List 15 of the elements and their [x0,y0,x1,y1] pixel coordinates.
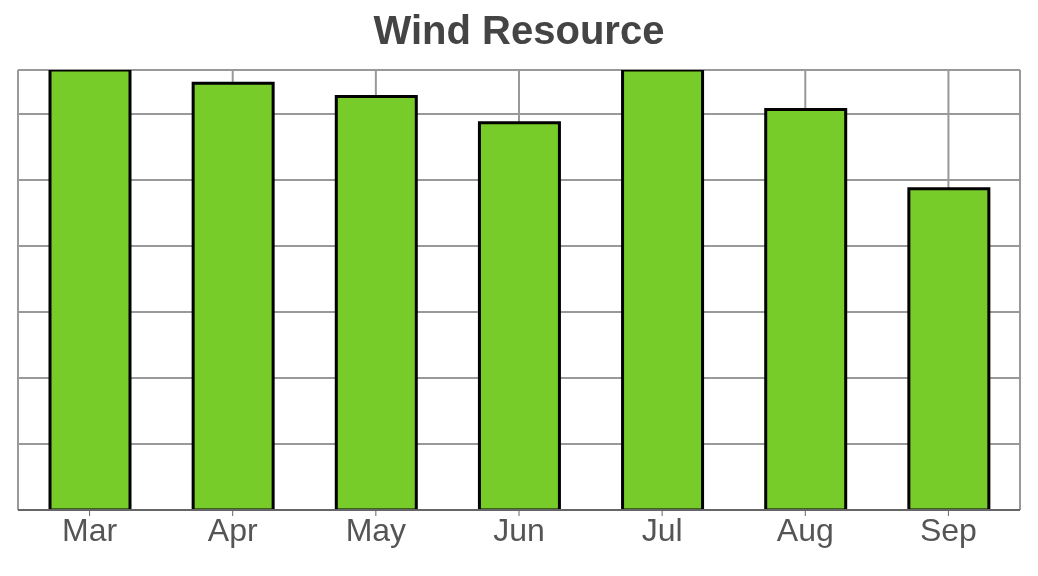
x-tick-label: Mar [62,511,118,548]
x-tick-label: Aug [776,511,834,548]
x-tick-label: May [345,511,407,548]
bar [191,81,275,510]
x-tick-label: Apr [207,511,258,548]
chart-title: Wind Resource [372,8,666,54]
bar [907,187,991,510]
x-tick-label: Jul [641,511,683,548]
bar [477,121,561,510]
bar [48,70,132,510]
x-tick-label: Jun [493,511,545,548]
x-tick-label: Sep [919,511,977,548]
bar [621,70,705,510]
bar [334,94,418,510]
bar [764,108,848,510]
